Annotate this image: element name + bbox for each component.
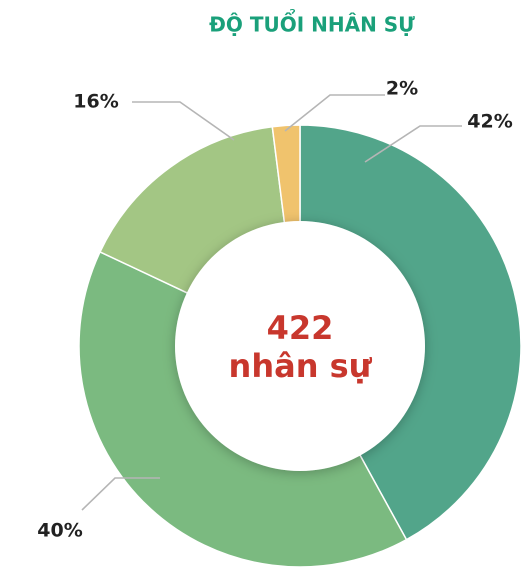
center-label: nhân sự: [229, 347, 373, 385]
center-value: 422: [267, 309, 334, 347]
data-label: 40%: [37, 520, 82, 542]
data-label: 42%: [467, 111, 512, 133]
leader-line: [132, 101, 235, 141]
leader-line: [284, 94, 385, 132]
chart-title: ĐỘ TUỔI NHÂN SỰ: [209, 10, 415, 37]
leader-line: [81, 477, 160, 511]
data-label: 2%: [386, 78, 418, 100]
donut-hole: [175, 221, 425, 471]
data-label: 16%: [73, 91, 118, 113]
leader-line: [364, 125, 462, 163]
